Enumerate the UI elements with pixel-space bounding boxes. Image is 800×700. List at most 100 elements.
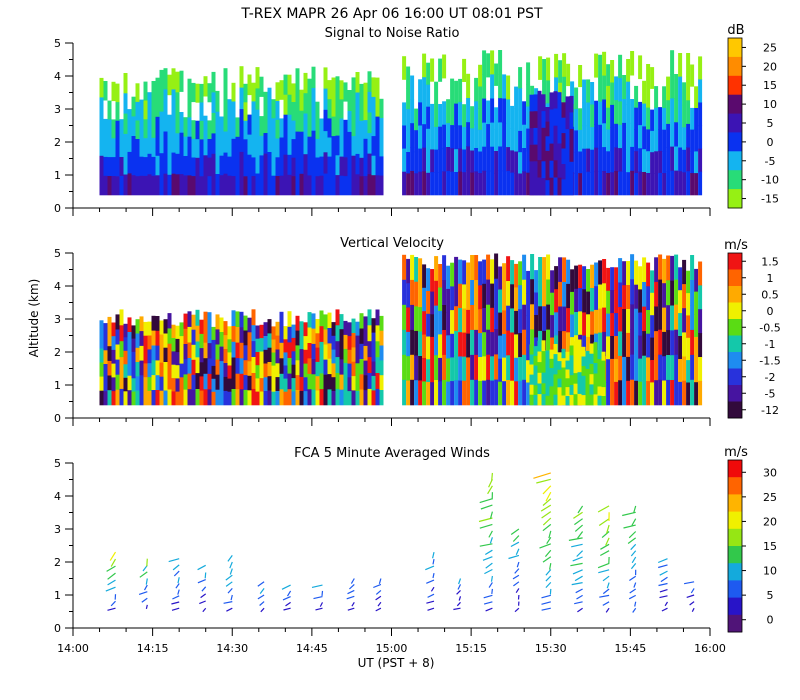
data-cell [402,102,407,126]
data-cell [658,354,663,381]
data-cell [311,130,316,153]
data-cell [410,147,415,172]
data-cell [295,173,300,196]
data-cell [486,279,491,306]
wind-barb [623,524,636,529]
data-cell [577,383,582,395]
data-cell [263,153,268,175]
data-cell [183,328,188,345]
data-cell [569,345,574,356]
data-cell [215,174,220,196]
data-cell [127,332,132,348]
wind-barb [315,607,323,611]
y-tick-label: 3 [54,103,61,116]
colorbar-label: 1.5 [761,255,779,268]
data-cell [442,54,447,79]
data-cell [295,345,300,361]
data-cell [319,175,324,196]
data-cell [670,122,675,148]
y-tick-label: 1 [54,589,61,602]
data-cell [545,395,550,406]
data-cell [307,156,312,176]
data-cell [239,373,244,390]
data-cell [335,357,340,374]
data-cell [367,373,372,390]
data-cell [171,378,176,392]
data-cell [183,389,188,406]
data-cell [379,98,384,119]
data-cell [271,326,276,340]
wind-barb [110,600,116,607]
data-cell [662,331,667,357]
data-cell [231,176,236,196]
data-cell [135,120,140,140]
data-cell [251,357,256,374]
data-cell [557,378,562,388]
data-cell [573,373,578,385]
data-cell [155,136,160,157]
data-cell [514,151,519,174]
wind-barb [657,558,668,564]
data-cell [363,316,368,332]
data-cell [131,351,136,366]
data-cell [243,360,248,376]
data-cell [327,358,332,375]
data-cell [123,93,128,115]
wind-barb [512,535,520,542]
data-cell [367,341,372,358]
data-cell [414,151,419,174]
data-cell [406,356,411,381]
wind-barb [377,601,382,607]
data-cell [658,150,663,174]
data-cell [159,132,164,154]
data-cell [510,128,515,151]
data-cell [115,314,120,330]
data-cell [179,336,184,351]
data-cell [231,389,236,406]
wind-barb [223,601,233,604]
data-cell [247,114,252,136]
wind-barb [568,537,583,541]
data-cell [554,289,559,313]
data-cell [438,104,443,128]
data-cell [155,345,160,361]
data-cell [351,97,356,118]
data-cell [287,326,292,343]
data-cell [593,363,598,374]
data-cell [199,333,204,349]
data-cell [275,335,280,350]
wind-barb [479,498,493,504]
data-cell [566,283,571,309]
data-cell [267,173,272,196]
data-cell [541,144,546,162]
data-cell [259,338,264,352]
colorbar-label: 30 [763,466,777,479]
data-cell [510,150,515,174]
colorbar-label: 20 [763,60,777,73]
data-cell [601,351,606,361]
data-cell [610,336,615,360]
data-cell [167,359,172,375]
data-cell [426,128,431,152]
data-cell [379,345,384,361]
data-cell [119,373,124,390]
data-cell [553,91,558,109]
data-cell [494,379,499,406]
data-cell [243,83,248,103]
wind-barb [225,581,233,587]
data-cell [159,390,164,406]
data-cell [541,127,546,145]
data-cell [159,320,164,336]
data-cell [646,107,651,130]
data-cell [561,102,566,119]
data-cell [175,352,180,366]
y-tick-label: 1 [54,379,61,392]
data-cell [506,123,511,148]
data-cell [255,152,260,174]
data-cell [582,289,587,313]
data-cell [506,355,511,381]
y-axis-label: Altitude (km) [27,279,41,358]
data-cell [251,82,256,102]
data-cell [279,358,284,375]
data-cell [363,331,368,347]
